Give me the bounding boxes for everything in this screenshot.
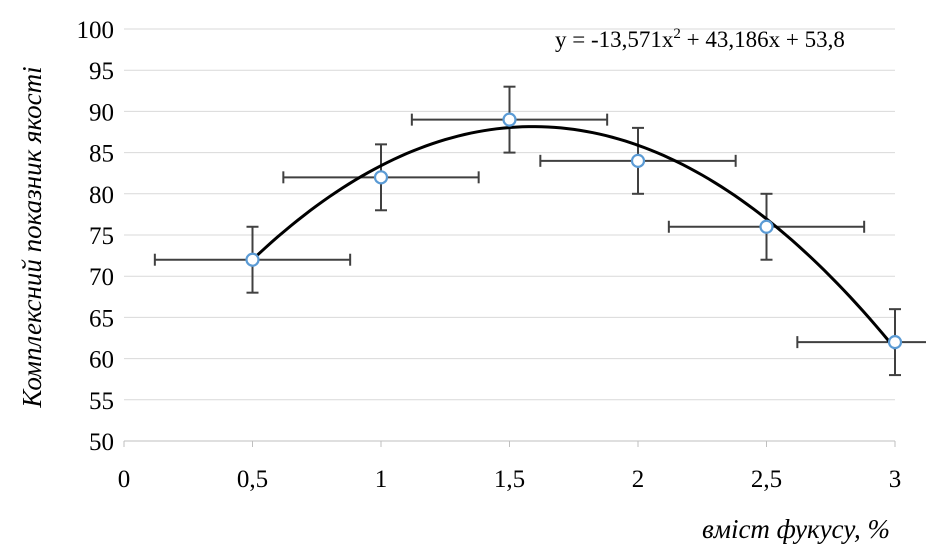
y-tick-label: 55 <box>89 388 114 415</box>
y-axis-title: Комплексний показник якості <box>17 66 47 408</box>
data-point <box>502 112 517 127</box>
y-tick-label: 90 <box>89 99 114 126</box>
data-point <box>887 335 903 350</box>
data-point <box>759 219 774 234</box>
y-tick-label: 50 <box>89 429 114 456</box>
point-layer <box>245 112 903 350</box>
x-tick-label: 2 <box>632 466 645 493</box>
x-tick-label: 1 <box>375 466 388 493</box>
trendline-equation: y = -13,571x2 + 43,186x + 53,8 <box>555 26 845 52</box>
y-tick-label: 60 <box>89 347 114 374</box>
y-tick-label: 100 <box>77 17 115 44</box>
trendline <box>251 125 897 350</box>
x-tick-label: 1,5 <box>494 466 525 493</box>
x-axis-title: вміст фукусу, % <box>702 514 890 544</box>
data-point <box>373 170 389 185</box>
data-point <box>245 252 260 267</box>
y-tick-label: 70 <box>89 264 114 291</box>
y-tick-label: 95 <box>89 58 114 85</box>
error-bar <box>796 308 926 377</box>
y-tick-label: 85 <box>89 141 114 168</box>
y-tick-label: 75 <box>89 223 114 250</box>
x-tick-label: 0,5 <box>237 466 268 493</box>
errorbar-layer <box>153 85 926 377</box>
y-tick-label: 65 <box>89 305 114 332</box>
label-layer: 50 55 60 65 70 75 80 85 90 95 100 0 0,5 1 1,5 2 2,5 3 <box>77 17 902 493</box>
y-tick-label: 80 <box>89 182 114 209</box>
x-tick-label: 2,5 <box>751 466 782 493</box>
x-tick-label: 0 <box>118 466 131 493</box>
data-point <box>630 153 646 168</box>
axis-layer <box>123 441 896 447</box>
x-tick-label: 3 <box>889 466 902 493</box>
trend-layer <box>251 125 897 350</box>
